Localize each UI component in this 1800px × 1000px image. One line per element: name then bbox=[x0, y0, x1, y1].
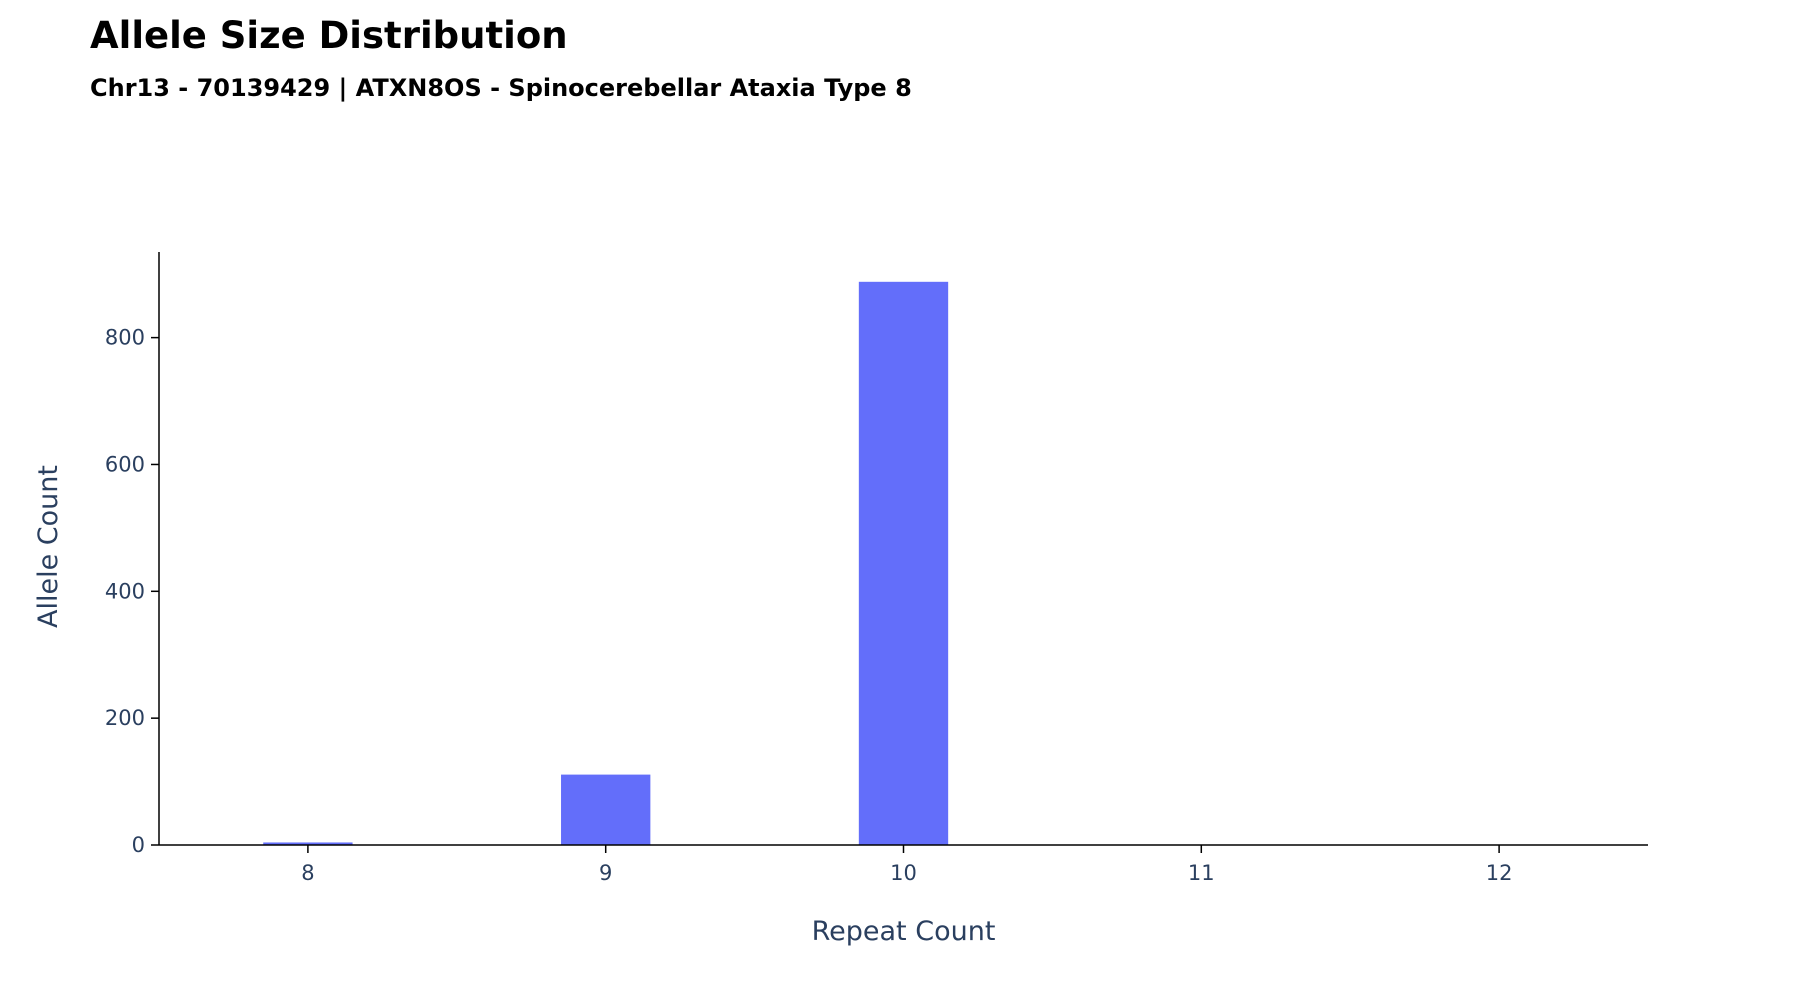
bar-10 bbox=[858, 281, 949, 845]
x-axis-title: Repeat Count bbox=[812, 916, 996, 947]
bar-8 bbox=[263, 842, 353, 845]
y-tick-label: 400 bbox=[105, 579, 145, 603]
y-axis-title: Allele Count bbox=[33, 465, 64, 628]
chart-subtitle: Chr13 - 70139429 | ATXN8OS - Spinocerebe… bbox=[90, 74, 912, 102]
x-tick-label: 12 bbox=[1486, 861, 1513, 885]
bar-9 bbox=[561, 774, 651, 845]
x-axis-ticks: 8 9 10 11 12 bbox=[301, 845, 1512, 885]
y-tick-label: 0 bbox=[132, 833, 145, 857]
bars-group bbox=[263, 281, 949, 845]
y-axis-ticks: 0 200 400 600 800 bbox=[105, 326, 159, 857]
x-tick-label: 10 bbox=[890, 861, 917, 885]
chart-title: Allele Size Distribution bbox=[90, 14, 568, 57]
y-tick-label: 200 bbox=[105, 706, 145, 730]
x-tick-label: 9 bbox=[599, 861, 612, 885]
y-tick-label: 800 bbox=[105, 326, 145, 350]
x-tick-label: 8 bbox=[301, 861, 314, 885]
x-tick-label: 11 bbox=[1188, 861, 1215, 885]
y-tick-label: 600 bbox=[105, 452, 145, 476]
